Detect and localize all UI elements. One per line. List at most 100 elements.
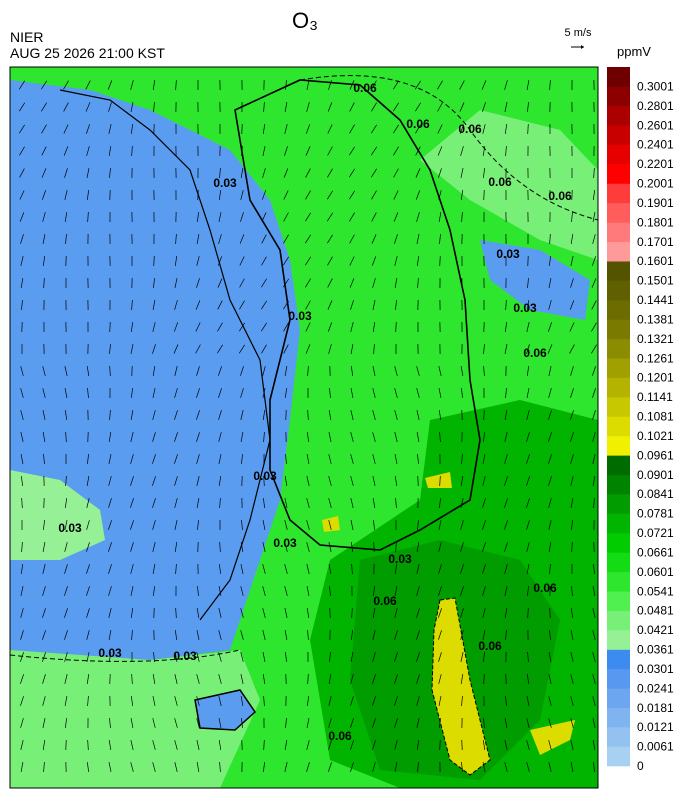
colorbar-swatch: [607, 241, 630, 262]
wind-arrow: [284, 630, 288, 640]
wind-arrow: [591, 300, 597, 310]
wind-arrow: [219, 761, 221, 773]
wind-arrow: [394, 652, 398, 662]
colorbar-label: 0.0661: [637, 545, 674, 559]
wind-arrow: [372, 718, 376, 728]
coastline: [59, 89, 271, 621]
wind-arrow: [20, 564, 24, 574]
wind-arrow: [217, 344, 223, 354]
wind-vectors: [19, 79, 597, 773]
wind-arrow: [284, 542, 288, 552]
wind-arrow: [64, 366, 68, 376]
wind-arrow: [20, 256, 24, 266]
wind-arrow: [64, 498, 68, 508]
wind-arrow: [65, 717, 67, 729]
wind-arrow: [416, 630, 420, 640]
wind-arrow: [86, 366, 90, 376]
wind-arrow: [328, 454, 332, 464]
wind-arrow: [175, 563, 177, 575]
colorbar-swatch: [607, 144, 630, 165]
wind-arrow: [393, 212, 399, 222]
wind-arrow: [152, 432, 156, 442]
colorbar-label: 0.1801: [637, 215, 674, 229]
wind-arrow: [415, 146, 421, 156]
colorbar-label: 0.1441: [637, 293, 674, 307]
wind-arrow: [328, 564, 332, 574]
wind-arrow: [219, 167, 221, 179]
contour: [10, 649, 241, 662]
wind-arrow: [153, 277, 155, 289]
wind-arrow: [305, 300, 311, 310]
wind-arrow: [152, 410, 156, 420]
wind-arrow: [218, 476, 222, 486]
wind-arrow: [592, 652, 596, 662]
wind-arrow: [592, 410, 596, 420]
wind-arrow: [261, 190, 267, 200]
wind-arrow: [482, 586, 486, 596]
colorbar-swatch: [607, 591, 630, 611]
wind-arrow: [196, 366, 200, 376]
contour-label: 0.03: [213, 176, 237, 190]
wind-arrow: [416, 388, 420, 398]
contour-label: 0.06: [373, 594, 397, 608]
peak-region: [322, 516, 340, 532]
wind-arrow: [460, 146, 464, 156]
wind-arrow: [570, 696, 574, 706]
peak-region: [425, 472, 452, 488]
wind-arrow: [394, 630, 398, 640]
wind-arrow: [548, 476, 552, 486]
wind-arrow: [349, 168, 355, 178]
wind-arrow: [196, 652, 200, 662]
wind-arrow: [591, 344, 597, 354]
wind-arrow: [240, 652, 244, 662]
wind-arrow: [283, 256, 289, 266]
wind-arrow: [64, 190, 68, 200]
wind-arrow: [526, 344, 530, 354]
wind-arrow: [262, 168, 266, 178]
colorbar-swatch: [607, 280, 630, 301]
wind-arrow: [460, 366, 464, 376]
wind-arrow: [482, 146, 486, 156]
colorbar-label: 0.1381: [637, 312, 674, 326]
wind-arrow: [306, 695, 310, 707]
wind-arrow: [394, 432, 398, 442]
wind-arrow: [175, 233, 177, 245]
wind-arrow: [371, 124, 377, 134]
colorbar-label: 0.2401: [637, 138, 674, 152]
colorbar-label: 0.0121: [637, 720, 674, 734]
wind-arrow: [306, 431, 310, 443]
wind-arrow: [591, 278, 597, 288]
wind-arrow: [283, 278, 289, 288]
wind-arrow: [548, 542, 552, 552]
wind-arrow: [20, 432, 24, 442]
wind-arrow: [240, 168, 244, 178]
wind-arrow: [108, 586, 112, 596]
wind-arrow: [42, 432, 46, 442]
wind-arrow: [483, 651, 485, 663]
wind-arrow: [152, 674, 156, 684]
wind-arrow: [283, 300, 289, 310]
wind-arrow: [393, 168, 399, 178]
wind-arrow: [526, 718, 530, 728]
wind-arrow: [371, 168, 377, 178]
wind-arrow: [218, 234, 222, 244]
wind-arrow: [284, 146, 288, 156]
wind-arrow: [483, 189, 485, 201]
wind-arrow: [416, 410, 420, 420]
peak-region: [431, 597, 491, 776]
wind-arrow: [153, 255, 155, 267]
wind-arrow: [261, 234, 267, 244]
wind-arrow: [527, 651, 529, 663]
wind-arrow: [41, 190, 47, 200]
wind-arrow: [549, 79, 551, 91]
wind-arrow: [438, 190, 442, 200]
wind-arrow: [42, 388, 46, 398]
wind-arrow: [108, 762, 112, 772]
wind-arrow: [130, 695, 134, 707]
wind-arrow: [218, 366, 222, 376]
wind-arrow: [504, 410, 508, 420]
wind-arrow: [438, 674, 442, 684]
wind-arrow: [43, 519, 45, 531]
wind-arrow: [152, 520, 156, 530]
wind-arrow: [592, 696, 596, 706]
